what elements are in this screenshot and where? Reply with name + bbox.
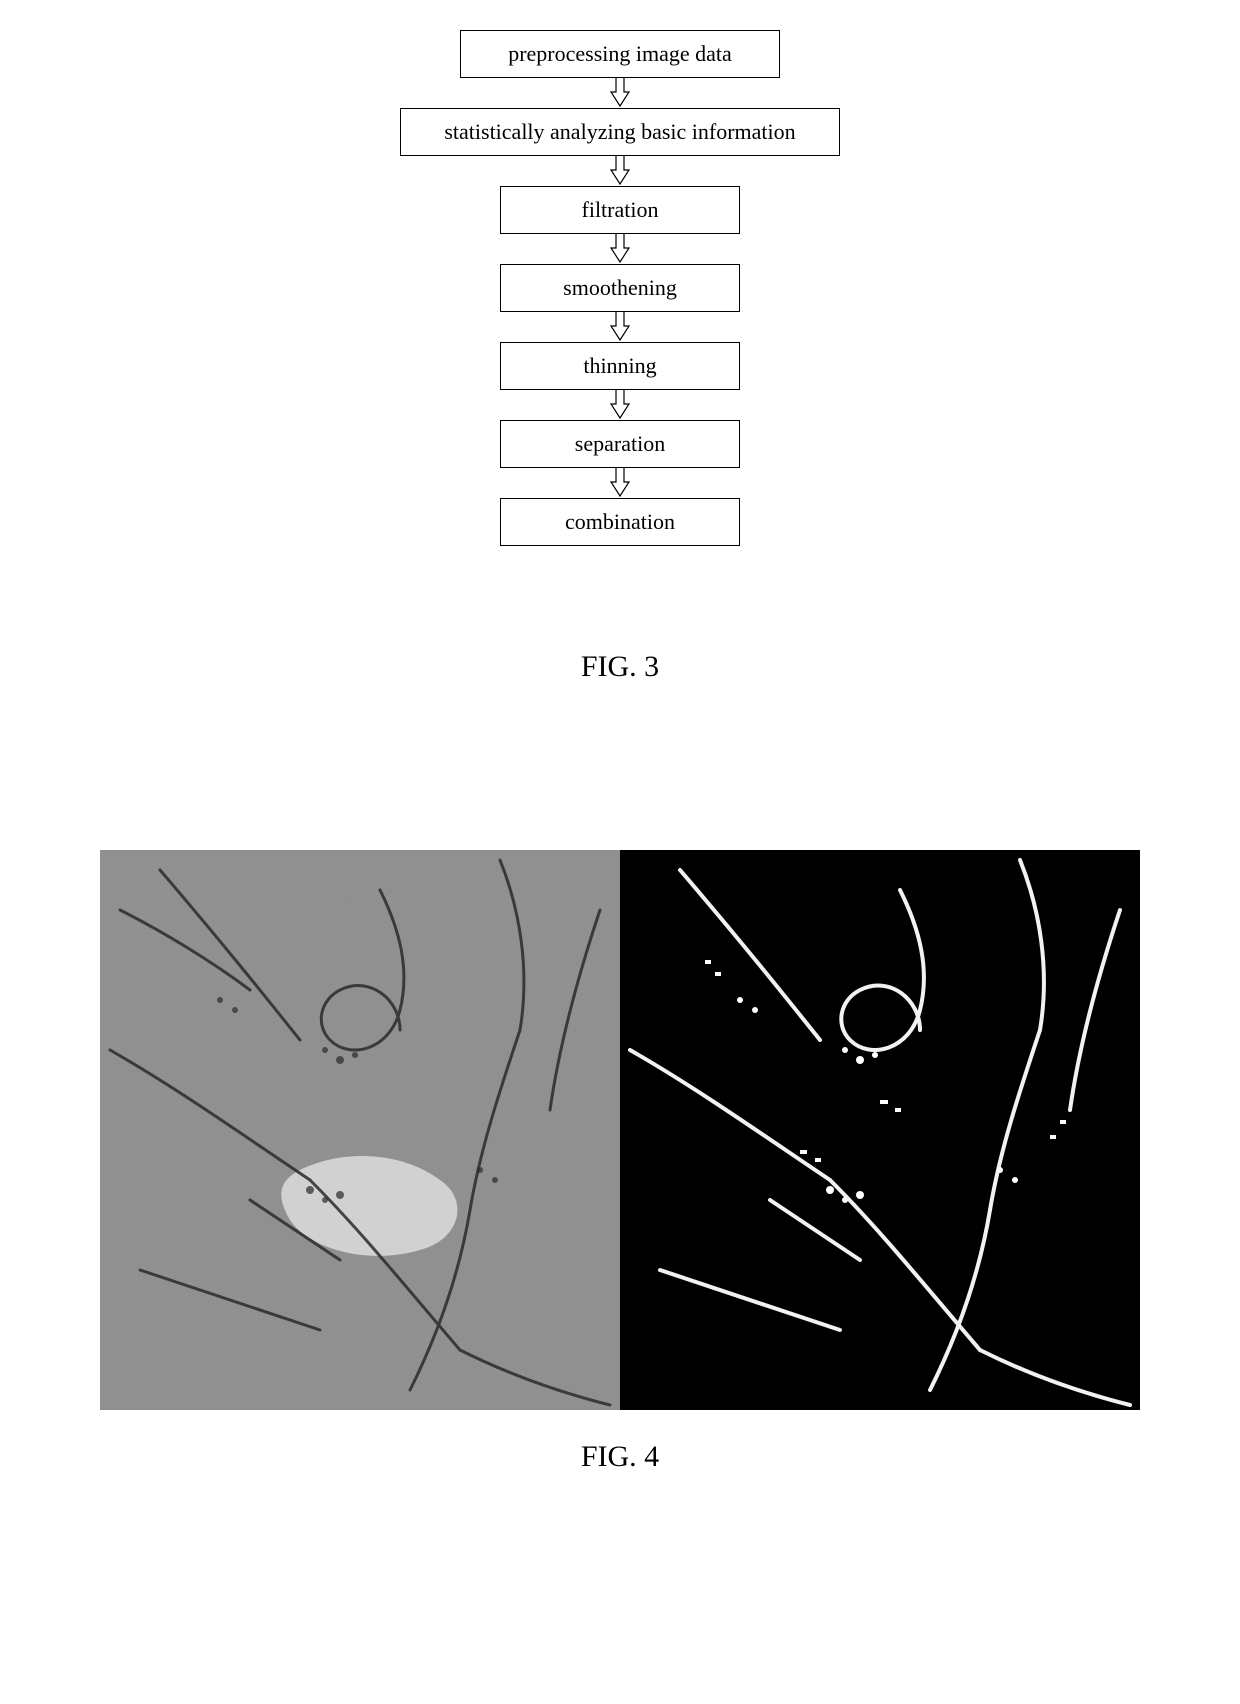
flow-node-statistical: statistically analyzing basic informatio… xyxy=(400,108,840,156)
flow-arrow-icon xyxy=(605,468,635,498)
flow-node-label: thinning xyxy=(583,353,656,379)
flow-node-label: combination xyxy=(565,509,675,535)
flow-node-combination: combination xyxy=(500,498,740,546)
flow-node-preprocessing: preprocessing image data xyxy=(460,30,780,78)
flow-node-label: separation xyxy=(575,431,665,457)
figure-3-caption: FIG. 3 xyxy=(0,650,1240,684)
flow-arrow-icon xyxy=(605,156,635,186)
flow-node-separation: separation xyxy=(500,420,740,468)
figure-4-caption: FIG. 4 xyxy=(0,1440,1240,1474)
flow-node-label: preprocessing image data xyxy=(508,41,732,67)
figure-4-image-pair xyxy=(100,850,1140,1410)
flow-node-smoothening: smoothening xyxy=(500,264,740,312)
flow-arrow-icon xyxy=(605,312,635,342)
flow-node-label: filtration xyxy=(582,197,659,223)
flow-node-thinning: thinning xyxy=(500,342,740,390)
flow-node-label: statistically analyzing basic informatio… xyxy=(444,119,795,145)
fig4-right-panel-binary xyxy=(620,850,1140,1410)
flow-node-filtration: filtration xyxy=(500,186,740,234)
fig4-left-panel-grayscale xyxy=(100,850,620,1410)
flow-arrow-icon xyxy=(605,78,635,108)
flow-node-label: smoothening xyxy=(563,275,677,301)
flow-arrow-icon xyxy=(605,234,635,264)
flowchart-fig3: preprocessing image data statistically a… xyxy=(0,30,1240,546)
flow-arrow-icon xyxy=(605,390,635,420)
